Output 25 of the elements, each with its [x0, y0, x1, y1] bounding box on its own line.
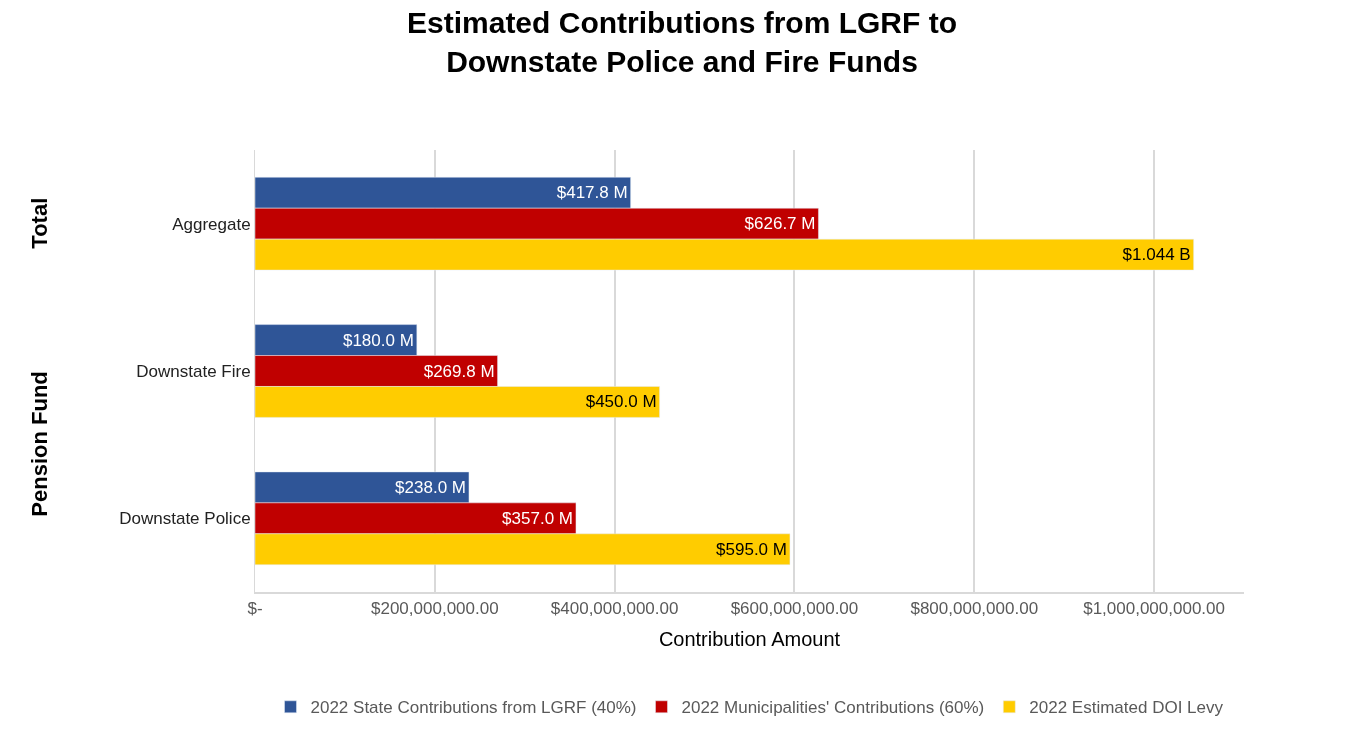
data-label: $269.8 M [423, 361, 495, 381]
chart-title: Estimated Contributions from LGRF to Downstate Police and Fire Funds [407, 6, 957, 79]
data-label: $238.0 M [395, 477, 466, 497]
x-axis-title: Contribution Amount [658, 628, 841, 651]
data-label: $417.8 M [556, 183, 628, 203]
x-tick-label: $600,000,000.00 [730, 599, 859, 619]
data-label: $180.0 M [342, 330, 414, 350]
x-tick-label: $200,000,000.00 [371, 599, 499, 619]
data-label: $357.0 M [502, 508, 573, 528]
y-tick-label: Aggregate [172, 214, 251, 234]
x-tick-label: $- [247, 599, 263, 619]
text: Total [27, 197, 53, 249]
x-tick-label: $400,000,000.00 [550, 599, 679, 619]
text: Pension Fund [27, 371, 53, 517]
y-tick-label: Downstate Police [119, 509, 251, 529]
x-tick-label: $800,000,000.00 [910, 599, 1039, 619]
data-label: $626.7 M [744, 214, 816, 234]
data-label: $450.0 M [585, 392, 657, 412]
y-tick-label: Downstate Fire [136, 361, 251, 381]
data-label: $595.0 M [716, 539, 787, 559]
legend-label: 2022 Estimated DOI Levy [1029, 698, 1224, 718]
legend-label: 2022 State Contributions from LGRF (40%) [310, 698, 637, 718]
x-tick-label: $1,000,000,000.00 [1083, 599, 1225, 619]
data-label: $1.044 B [1122, 245, 1191, 265]
legend-label: 2022 Municipalities' Contributions (60%) [681, 698, 985, 718]
